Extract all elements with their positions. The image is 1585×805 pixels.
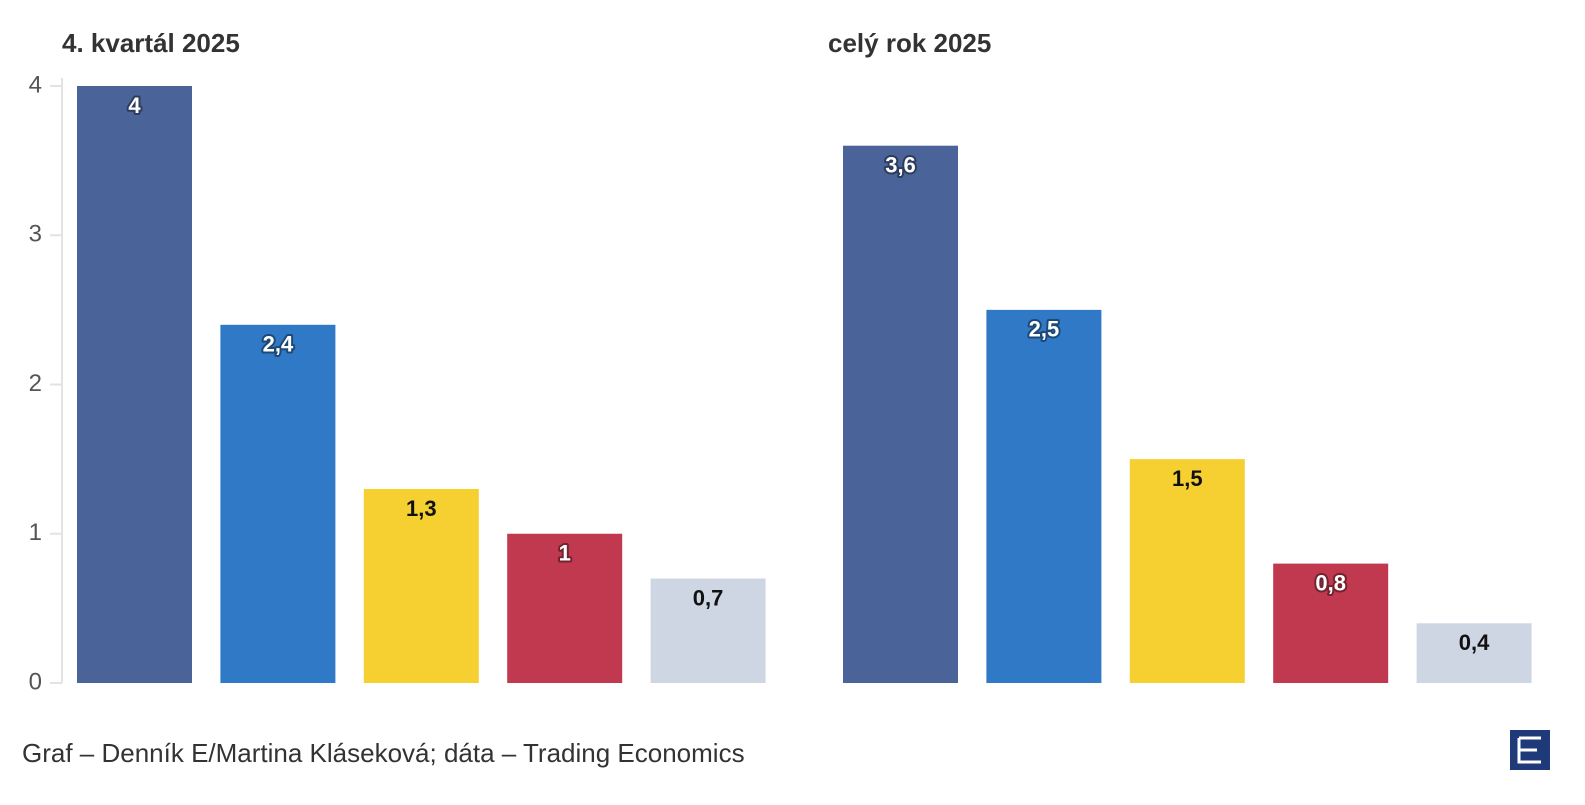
value-label: 2,4 [263,332,294,357]
value-label: 2,5 [1029,317,1060,342]
y-tick-label: 1 [29,519,42,546]
bar [220,324,336,683]
value-label: 4 [128,93,141,118]
panel-title: 4. kvartál 2025 [62,28,240,58]
y-tick-label: 0 [29,668,42,695]
value-label: 0,7 [693,585,724,610]
bar [650,578,766,683]
bar [843,145,958,683]
source-note: Graf – Denník E/Martina Kláseková; dáta … [22,738,745,768]
bar [1273,563,1389,683]
bar [1416,623,1532,683]
panel-title: celý rok 2025 [828,28,991,58]
value-label: 0,8 [1315,570,1346,595]
bar [363,488,479,683]
bar [77,86,192,683]
y-tick-label: 2 [29,370,42,397]
logo [1510,730,1550,770]
value-label: 0,4 [1459,630,1490,655]
value-label: 1 [559,541,571,566]
value-label: 3,6 [885,153,916,178]
value-label: 1,5 [1172,466,1203,491]
bar [1129,459,1245,683]
y-tick-label: 3 [29,221,42,248]
y-tick-label: 4 [29,71,42,98]
value-label: 1,3 [406,496,437,521]
bar [507,533,623,683]
bar [986,309,1102,683]
